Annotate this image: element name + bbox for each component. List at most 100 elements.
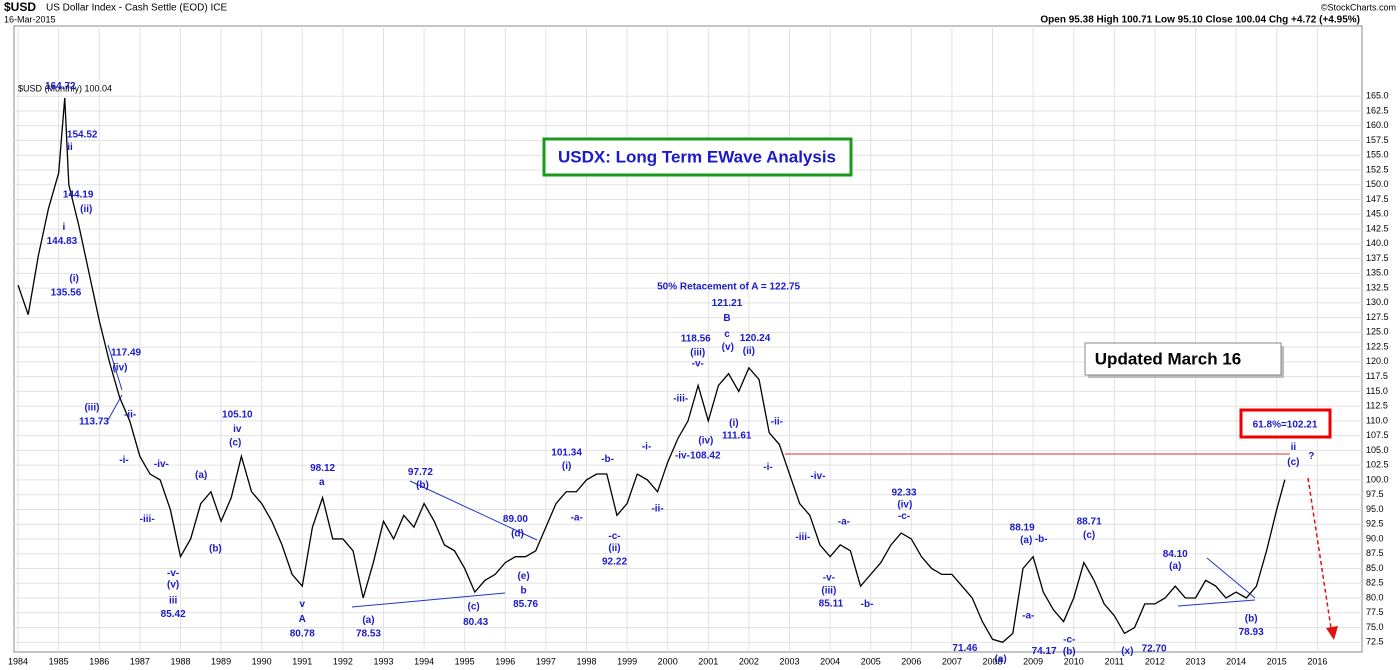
wave-label: (a) [995,654,1007,665]
target: 61.8%=102.21 [1253,420,1318,431]
x-tick-label: 2004 [820,656,840,666]
y-tick-label: 130.0 [1366,297,1389,307]
x-tick-label: 1986 [89,656,109,666]
x-tick-label: 2005 [861,656,881,666]
quote: Open 95.38 High 100.71 Low 95.10 Close 1… [1040,15,1360,26]
x-tick-label: 2009 [1023,656,1043,666]
y-tick-label: 162.5 [1366,105,1389,115]
wave-label: (b) [209,544,222,555]
legend-entry: $USD (Monthly) 100.04 [18,83,112,93]
wave-label: ii [1291,442,1297,453]
wave-label: -v- [823,573,835,584]
title-box [542,137,853,177]
wave-label: -ii- [771,417,783,428]
y-tick-label: 102.5 [1366,460,1389,470]
y-tick-label: 137.5 [1366,253,1389,263]
wave-label: (b) [1063,646,1076,657]
index-name: US Dollar Index - Cash Settle (EOD) ICE [46,3,227,14]
wave-label: (v) [167,580,179,591]
x-tick-label: 2000 [658,656,678,666]
y-tick-label: 110.0 [1366,415,1388,425]
wave-label: -c- [608,531,620,542]
wave-label: -a- [1022,610,1034,621]
wave-label: 78.53 [356,629,381,640]
x-tick-label: 2002 [739,656,759,666]
wave-label: c [724,329,730,340]
wave-label: (v) [722,342,734,353]
wave-label: 71.46 [952,643,977,654]
x-tick-label: 2014 [1226,656,1246,666]
x-tick-label: 1999 [617,656,637,666]
grid [14,26,1362,652]
wave-label: ? [1308,451,1314,462]
y-tick-label: 107.5 [1366,430,1389,440]
y-tick-label: 72.5 [1366,637,1384,647]
wave-label: 89.00 [503,514,528,525]
wave-label: -iv-108.42 [675,450,721,461]
wave-label: 118.56 [681,333,711,344]
wave-label: -c- [1063,635,1075,646]
wave-label: (iv) [112,362,127,373]
x-tick-label: 1995 [455,656,475,666]
copyright: ©StockCharts.com [1321,2,1396,12]
wave-label: 113.73 [79,417,109,428]
x-tick-label: 2006 [901,656,921,666]
wave-label: -iv- [810,471,825,482]
wave-label: (c) [1083,530,1095,541]
title: USDX: Long Term EWave Analysis [558,147,836,166]
x-tick-label: 1991 [292,656,312,666]
wave-label: (b) [416,480,429,491]
x-tick-label: 1989 [211,656,231,666]
wave-label: ii [67,142,73,153]
wave-label: 92.22 [602,557,627,568]
forecast-arrow [1307,477,1332,629]
x-tick-label: 1992 [333,656,353,666]
wave-label: 85.42 [161,609,186,620]
date: 16-Mar-2015 [4,14,56,24]
wave-label: 88.71 [1077,516,1102,527]
wave-label: (c) [229,437,241,448]
wave-label: i [63,222,66,233]
wave-label: 78.93 [1239,627,1264,638]
x-tick-label: 2012 [1145,656,1165,666]
y-tick-label: 77.5 [1366,607,1384,617]
wave-label: (b) [1245,613,1258,624]
wave-label: -v- [692,358,704,369]
symbol: $USD [4,0,36,14]
wave-label: 97.72 [408,467,433,478]
wave-label: 111.61 [722,430,752,441]
wave-label: 121.21 [712,298,743,309]
wave-label: 164.72 [45,81,76,92]
y-tick-label: 95.0 [1366,504,1384,514]
wave-label: -iii- [673,394,688,405]
wave-label: 72.70 [1142,643,1167,654]
y-tick-label: 140.0 [1366,238,1389,248]
wave-label: (iii) [690,348,705,359]
y-tick-label: 157.5 [1366,135,1389,145]
trend-lines [107,344,1256,608]
wave-label: -c- [898,511,910,522]
wave-label: (x) [1121,646,1133,657]
updated-box [1084,342,1282,376]
wave-label: b [521,586,527,597]
x-tick-label: 1997 [536,656,556,666]
y-tick-label: 142.5 [1366,223,1389,233]
x-tick-label: 2001 [698,656,718,666]
y-tick-label: 117.5 [1366,371,1388,381]
wave-label: -a- [838,516,850,527]
x-tick-label: 1994 [414,656,434,666]
x-tick-label: 1985 [49,656,69,666]
wave-label: 98.12 [310,463,335,474]
wave-label: 80.43 [463,617,488,628]
wave-label: (iv) [897,499,912,510]
wave-label: -i- [763,462,772,473]
wave-label: (a) [362,615,374,626]
y-tick-label: 152.5 [1366,164,1389,174]
x-tick-label: 1988 [170,656,190,666]
x-tick-label: 1987 [130,656,150,666]
x-tick-label: 1998 [576,656,596,666]
x-tick-label: 1984 [8,656,28,666]
wave-label: (a) [195,470,207,481]
y-tick-label: 160.0 [1366,120,1389,130]
